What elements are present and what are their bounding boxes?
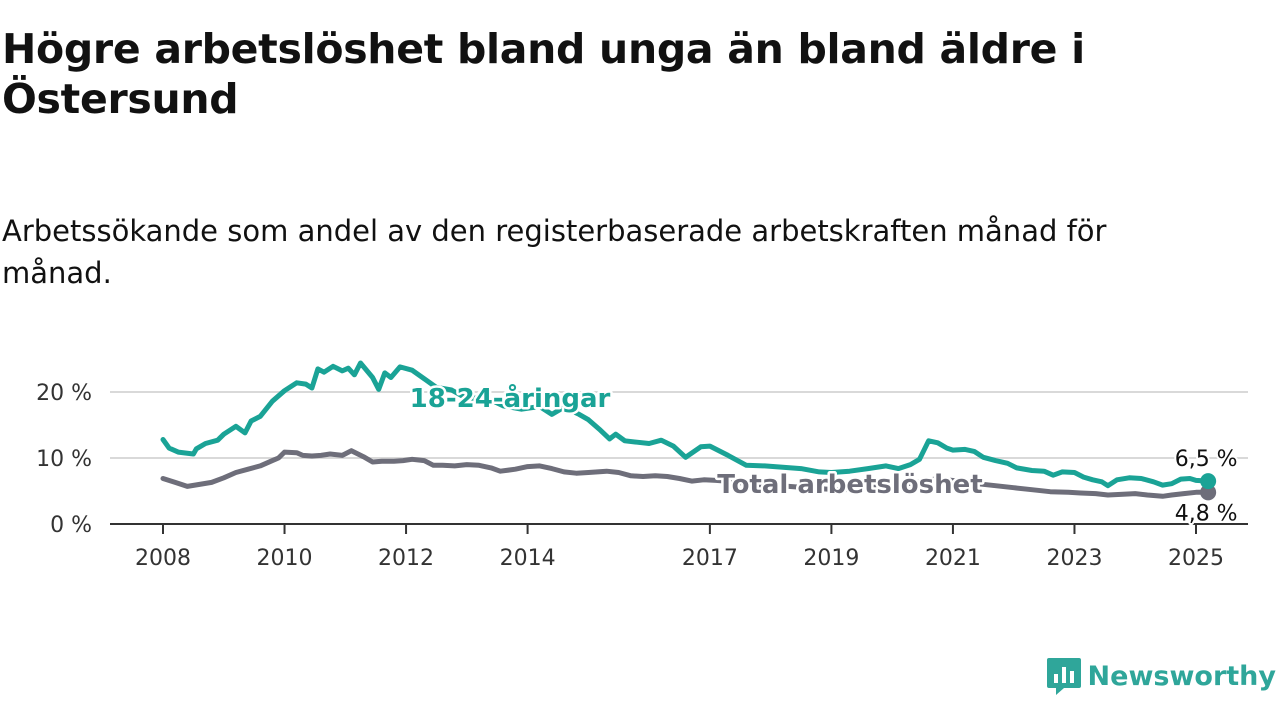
newsworthy-logo-icon xyxy=(1046,658,1081,695)
x-tick-label: 2025 xyxy=(1168,546,1224,571)
chart-title: Högre arbetslöshet bland unga än bland ä… xyxy=(2,25,1085,123)
end-value-label-18-24-aringar: 6,5 % xyxy=(1175,447,1238,472)
chart-subtitle: Arbetssökande som andel av den registerb… xyxy=(2,214,1107,290)
y-tick-label: 20 % xyxy=(36,381,92,406)
x-tick-label: 2021 xyxy=(925,546,981,571)
gridlines xyxy=(110,391,1248,459)
series-end-dot-18-24-aringar xyxy=(1200,473,1217,490)
series-label-total-arbetsloshet: Total arbetslöshet xyxy=(717,470,982,500)
y-tick-label: 10 % xyxy=(36,447,92,472)
series-line-18-24-aringar xyxy=(160,360,1211,489)
x-tick-label: 2017 xyxy=(682,546,738,571)
series-labels: 18-24-åringar Total arbetslöshet 6,5 % 4… xyxy=(407,380,1239,529)
x-tick-label: 2014 xyxy=(500,546,556,571)
end-value-label-total: 4,8 % xyxy=(1175,501,1238,526)
axes: 0 % 10 % 20 % 2008 2010 2012 2014 2017 2019 2021 2… xyxy=(36,381,1248,571)
series-line-total xyxy=(160,448,1211,499)
newsworthy-brand: Newsworthy xyxy=(1046,656,1276,696)
x-tick-label: 2019 xyxy=(803,546,859,571)
newsworthy-wordmark: Newsworthy xyxy=(1087,660,1276,692)
y-tick-label: 0 % xyxy=(50,513,92,538)
x-tick-label: 2008 xyxy=(135,546,191,571)
series-lines xyxy=(160,360,1217,501)
series-end-dot-total xyxy=(1200,484,1217,501)
x-tick-label: 2023 xyxy=(1046,546,1102,571)
series-label-18-24-aringar: 18-24-åringar xyxy=(410,382,611,414)
x-tick-label: 2010 xyxy=(257,546,313,571)
x-tick-label: 2012 xyxy=(378,546,434,571)
